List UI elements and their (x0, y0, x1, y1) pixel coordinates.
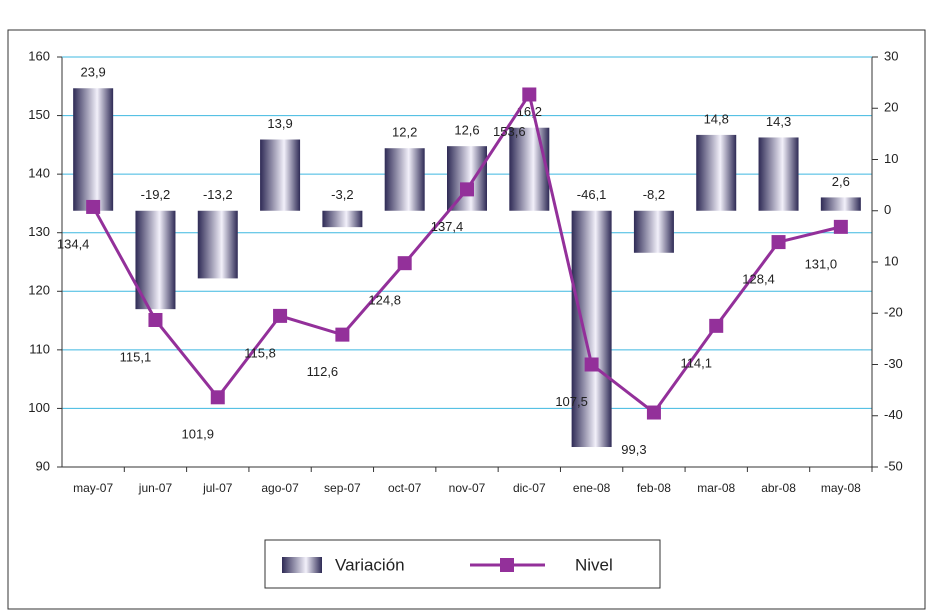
x-tick-label: jun-07 (138, 481, 173, 495)
line-value-label: 128,4 (742, 272, 775, 287)
bar (820, 197, 861, 211)
y-tick-label: 130 (28, 224, 50, 239)
y2-tick-label: -20 (884, 305, 903, 320)
legend-box (264, 539, 661, 589)
x-tick-label: ago-07 (261, 481, 299, 495)
line-value-label: 114,1 (680, 355, 712, 370)
x-tick-label: oct-07 (388, 481, 422, 495)
marker (335, 327, 350, 342)
line-value-label: 112,6 (307, 364, 339, 379)
bar-value-label: 23,9 (80, 65, 105, 80)
y2-tick-label: 10 (884, 151, 898, 166)
marker (771, 235, 786, 250)
marker (460, 182, 474, 197)
line-value-label: 115,8 (244, 345, 276, 360)
x-tick-label: dic-07 (513, 481, 546, 495)
x-tick-label: may-07 (73, 481, 113, 495)
y-tick-label: 120 (28, 283, 50, 298)
bar-value-label: -3,2 (331, 187, 353, 202)
bar (384, 148, 425, 211)
line-value-label: 137,4 (431, 219, 464, 234)
bar-value-label: 13,9 (267, 116, 292, 131)
bar-value-label: 14,8 (704, 111, 729, 126)
bar-value-label: -46,1 (577, 187, 607, 202)
y-tick-label: 150 (28, 107, 50, 122)
bar (509, 127, 550, 211)
bar-value-label: 2,6 (832, 174, 850, 189)
bar (447, 146, 487, 211)
y2-tick-label: 0 (884, 202, 891, 217)
y2-tick-label: -40 (884, 407, 903, 422)
x-tick-label: abr-08 (761, 481, 796, 495)
bar-value-label: 14,3 (766, 114, 791, 129)
y2-tick-label: -50 (884, 458, 903, 473)
frame (7, 29, 926, 610)
line-value-label: 107,5 (555, 394, 588, 409)
bar (696, 134, 737, 211)
line-value-label: 153,6 (493, 124, 526, 139)
marker (273, 308, 288, 323)
marker (86, 199, 101, 214)
bar (73, 88, 114, 211)
legend-swatch (282, 557, 322, 573)
bar (322, 210, 363, 228)
x-tick-label: may-08 (821, 481, 861, 495)
marker (522, 87, 537, 102)
bar-value-label: -13,2 (203, 187, 233, 202)
marker (833, 219, 848, 234)
marker (148, 312, 163, 327)
y-tick-label: 140 (28, 166, 50, 181)
bar-value-label: -19,2 (141, 187, 171, 202)
x-tick-label: sep-07 (324, 481, 361, 495)
y-tick-label: 90 (36, 458, 50, 473)
line-value-label: 131,0 (805, 256, 838, 271)
marker (397, 256, 412, 271)
legend-label: Variación (335, 555, 405, 574)
y-tick-label: 100 (28, 400, 50, 415)
line-value-label: 99,3 (621, 442, 646, 457)
y2-tick-label: 10 (884, 253, 898, 268)
y-tick-label: 110 (29, 341, 50, 356)
y-tick-label: 160 (28, 48, 50, 63)
legend-marker (500, 558, 514, 572)
bar (260, 139, 301, 211)
bar-value-label: 12,2 (392, 125, 417, 140)
marker (646, 405, 661, 420)
bar (633, 210, 674, 253)
x-tick-label: jul-07 (202, 481, 233, 495)
x-tick-label: feb-08 (637, 481, 671, 495)
bar (197, 210, 238, 279)
x-tick-label: ene-08 (573, 481, 611, 495)
marker (584, 357, 599, 372)
marker (210, 390, 225, 405)
y2-tick-label: 30 (884, 48, 898, 63)
y2-tick-label: -30 (884, 356, 903, 371)
x-tick-label: nov-07 (449, 481, 486, 495)
line-value-label: 101,9 (181, 427, 214, 442)
bar-value-label: -8,2 (643, 187, 665, 202)
line-value-label: 124,8 (368, 293, 401, 308)
y2-tick-label: 20 (884, 100, 898, 115)
line-value-label: 134,4 (57, 236, 90, 251)
bar (758, 137, 799, 211)
line-value-label: 115,1 (120, 349, 152, 364)
x-tick-label: mar-08 (697, 481, 735, 495)
marker (709, 318, 724, 333)
bar-value-label: 12,6 (454, 123, 479, 138)
bar (571, 210, 612, 448)
legend-label: Nivel (575, 555, 613, 574)
